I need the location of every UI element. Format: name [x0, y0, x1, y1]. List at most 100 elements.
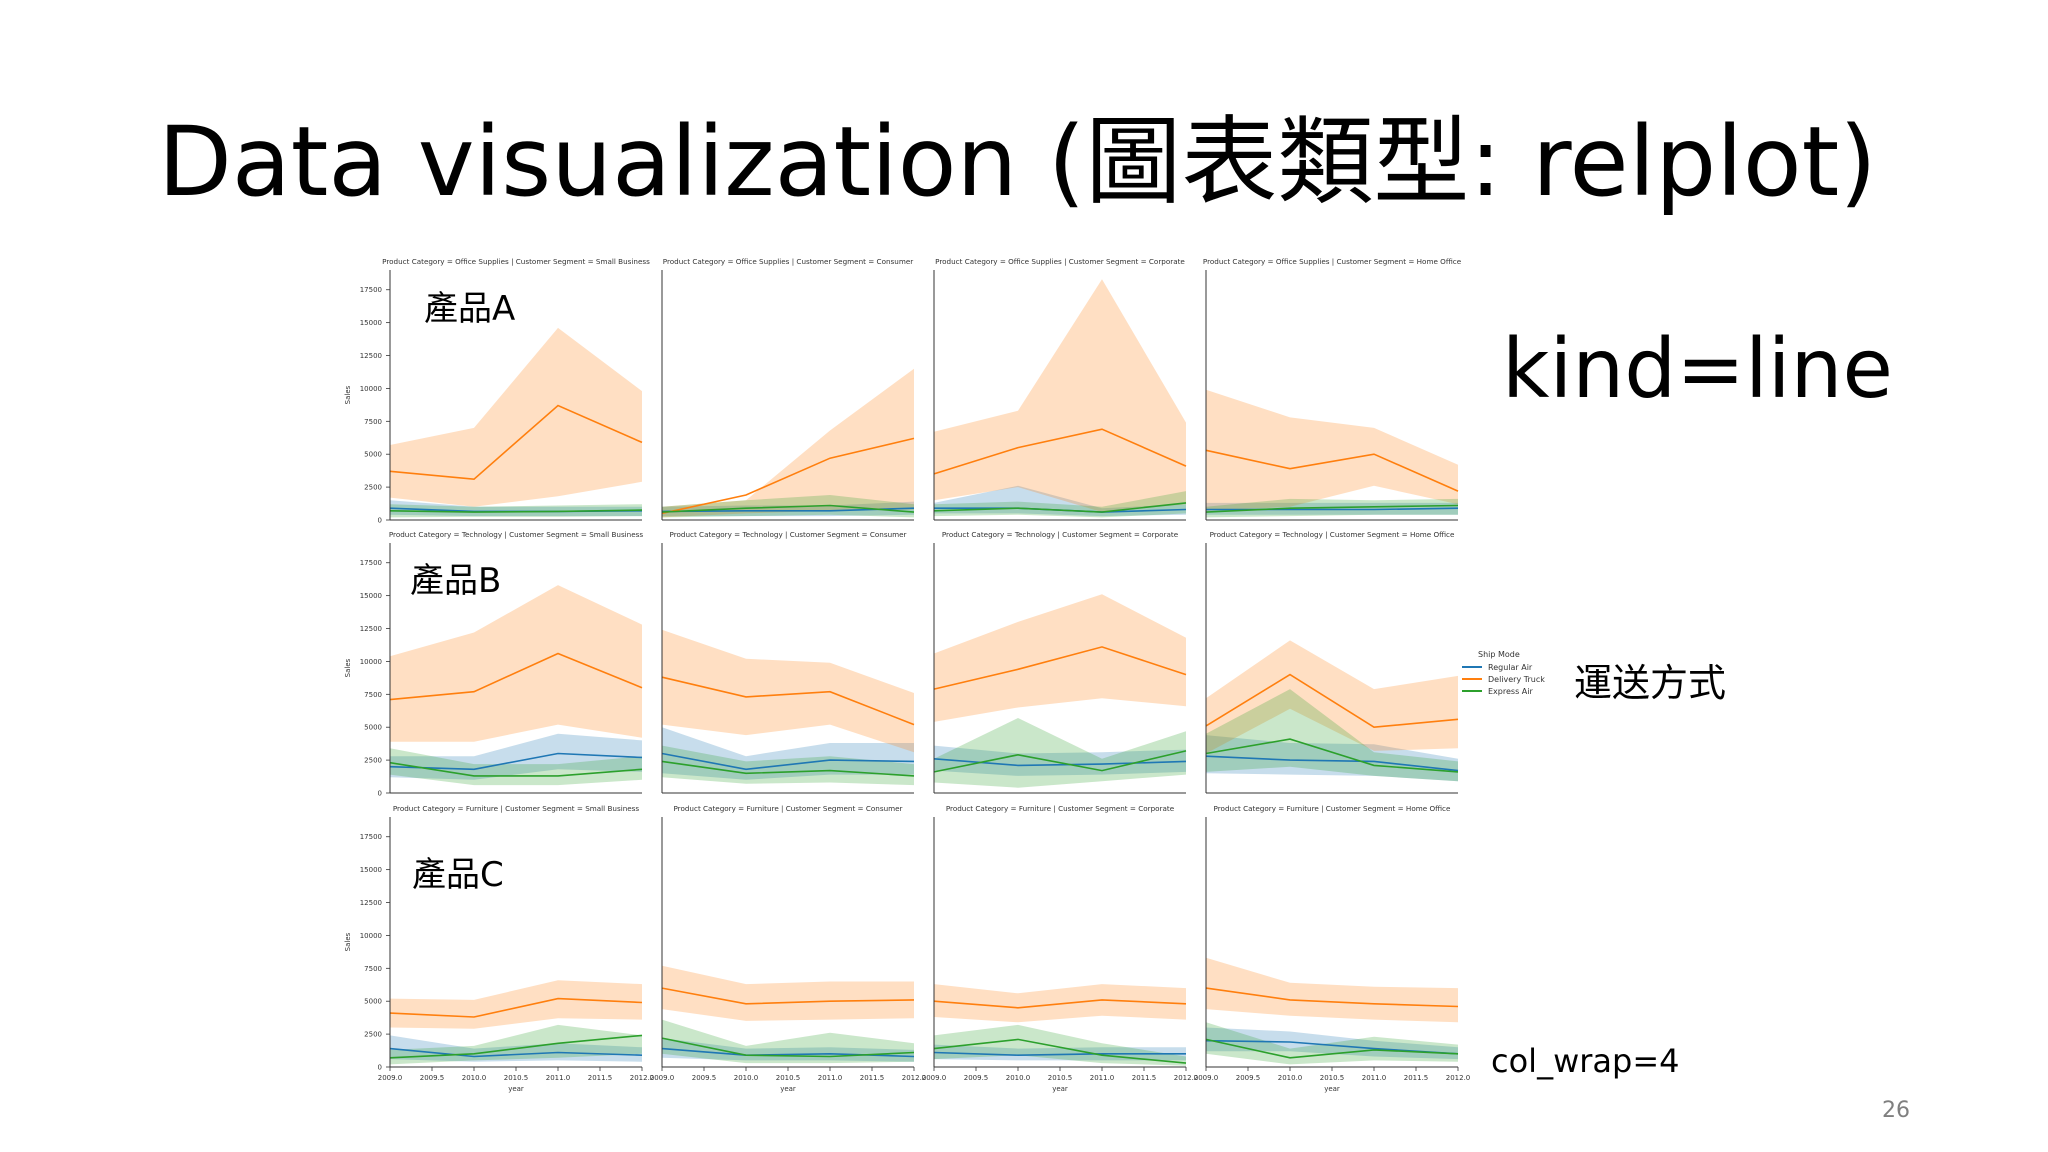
series-line-express-air [1205, 1038, 1459, 1059]
ci-band-regular-air [934, 745, 1186, 776]
y-tick-label: 12500 [360, 899, 382, 907]
y-tick-label: 12500 [360, 625, 382, 633]
ci-band-regular-air [662, 727, 914, 780]
series-line-regular-air [933, 1051, 1186, 1057]
facet-title: Product Category = Furniture | Customer … [393, 804, 640, 813]
x-tick-label: 2010.5 [776, 1074, 801, 1082]
series-line-delivery-truck [389, 404, 643, 481]
x-tick-label: 2009.0 [650, 1074, 675, 1082]
ci-band-express-air [1206, 689, 1458, 782]
y-tick-label: 10000 [360, 932, 382, 940]
facet-title: Product Category = Technology | Customer… [942, 530, 1179, 539]
series-line-regular-air [1205, 755, 1459, 772]
legend-entry-express-air: Express Air [1462, 685, 1545, 697]
x-tick-label: 2012.0 [630, 1074, 655, 1082]
x-tick-label: 2010.0 [1006, 1074, 1031, 1082]
ci-band-delivery-truck [662, 629, 914, 753]
ci-band-express-air [1206, 1022, 1458, 1065]
x-tick-label: 2010.0 [734, 1074, 759, 1082]
facet-title: Product Category = Furniture | Customer … [946, 804, 1175, 813]
y-tick-label: 17500 [360, 286, 382, 294]
legend-annotation: 運送方式 [1574, 661, 1727, 705]
ci-band-express-air [390, 748, 642, 786]
ci-band-regular-air [662, 501, 914, 517]
x-tick-label: 2012.0 [902, 1074, 927, 1082]
series-line-delivery-truck [933, 999, 1187, 1009]
y-tick-label: 0 [378, 517, 382, 525]
ci-band-express-air [934, 1024, 1186, 1066]
y-tick-label: 15000 [360, 592, 382, 600]
facet-title: Product Category = Office Supplies | Cus… [382, 257, 650, 266]
series-line-express-air [389, 1034, 643, 1059]
x-tick-label: 2011.5 [1132, 1074, 1157, 1082]
y-tick-label: 7500 [364, 418, 382, 426]
y-tick-label: 10000 [360, 658, 382, 666]
x-tick-label: 2009.0 [922, 1074, 947, 1082]
y-tick-label: 5000 [364, 998, 382, 1006]
ci-band-regular-air [1206, 735, 1458, 782]
legend-title: Ship Mode [1478, 650, 1520, 659]
row-annotation: 產品B [410, 561, 501, 601]
series-line-delivery-truck [389, 652, 643, 701]
ship-mode-legend: Ship Mode Regular Air Delivery Truck Exp… [1462, 650, 1545, 697]
page-number: 26 [1882, 1098, 1910, 1123]
x-tick-label: 2011.5 [860, 1074, 885, 1082]
slide-title: Data visualization (圖表類型: relplot) [158, 106, 1877, 218]
y-tick-label: 17500 [360, 833, 382, 841]
x-tick-label: 2009.0 [378, 1074, 403, 1082]
facet-title: Product Category = Furniture | Customer … [673, 804, 902, 813]
x-axis-label: year [1324, 1085, 1340, 1093]
ci-band-delivery-truck [1206, 389, 1458, 511]
ci-band-delivery-truck [390, 980, 642, 1029]
y-tick-label: 0 [378, 790, 382, 798]
series-line-express-air [1205, 504, 1459, 513]
x-tick-label: 2012.0 [1174, 1074, 1199, 1082]
y-axis-label: Sales [344, 385, 352, 404]
series-line-delivery-truck [661, 676, 915, 726]
x-tick-label: 2010.5 [1320, 1074, 1345, 1082]
y-axis-label: Sales [344, 932, 352, 951]
legend-swatch-express-air [1462, 690, 1482, 692]
ci-band-express-air [934, 718, 1186, 788]
series-line-express-air [933, 1038, 1187, 1064]
x-tick-label: 2010.5 [1048, 1074, 1073, 1082]
y-tick-label: 5000 [364, 724, 382, 732]
facet-title: Product Category = Technology | Customer… [669, 530, 906, 539]
x-tick-label: 2011.0 [1362, 1074, 1387, 1082]
y-tick-label: 12500 [360, 352, 382, 360]
x-axis-label: year [1052, 1085, 1068, 1093]
x-tick-label: 2010.0 [462, 1074, 487, 1082]
x-tick-label: 2009.5 [964, 1074, 989, 1082]
ci-band-delivery-truck [390, 327, 642, 507]
y-tick-label: 15000 [360, 319, 382, 327]
series-line-express-air [933, 502, 1187, 513]
facet-title: Product Category = Technology | Customer… [1210, 530, 1455, 539]
kind-label: kind=line [1502, 322, 1893, 417]
row-annotation: 產品A [424, 289, 515, 329]
x-tick-label: 2011.5 [588, 1074, 613, 1082]
y-tick-label: 15000 [360, 866, 382, 874]
y-tick-label: 17500 [360, 559, 382, 567]
facet-title: Product Category = Furniture | Customer … [1214, 804, 1451, 813]
y-tick-label: 7500 [364, 965, 382, 973]
legend-label-delivery-truck: Delivery Truck [1488, 674, 1545, 684]
series-line-express-air [389, 761, 643, 777]
x-tick-label: 2009.5 [692, 1074, 717, 1082]
series-line-delivery-truck [661, 987, 915, 1005]
facet-title: Product Category = Technology | Customer… [389, 530, 644, 539]
series-line-express-air [389, 509, 643, 513]
legend-entry-regular-air: Regular Air [1462, 661, 1545, 673]
y-tick-label: 2500 [364, 757, 382, 765]
y-tick-label: 5000 [364, 451, 382, 459]
x-tick-label: 2011.5 [1404, 1074, 1429, 1082]
series-line-delivery-truck [1205, 673, 1459, 729]
x-tick-label: 2009.0 [1194, 1074, 1219, 1082]
series-line-regular-air [933, 758, 1187, 767]
series-line-regular-air [661, 752, 915, 771]
legend-label-express-air: Express Air [1488, 686, 1533, 696]
series-line-express-air [661, 1037, 915, 1058]
ci-band-express-air [662, 1019, 914, 1064]
y-axis-label: Sales [344, 658, 352, 677]
ci-band-delivery-truck [662, 368, 914, 518]
